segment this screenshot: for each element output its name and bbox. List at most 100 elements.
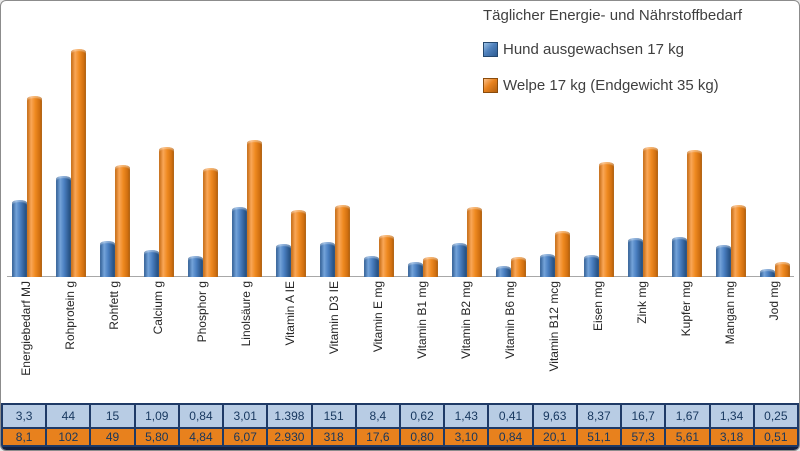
table-cell: 102	[47, 429, 92, 445]
bar-puppy	[555, 231, 570, 277]
bar-puppy	[115, 165, 130, 277]
category-label: Phosphor g	[195, 281, 209, 343]
table-cell: 0,84	[180, 405, 225, 427]
data-table: 3,3 44 15 1,09 0,84 3,01 1.398 151 8,4 0,62 1,43 0,…	[1, 403, 799, 450]
bar-adult-dog	[760, 269, 775, 277]
table-cell: 15	[91, 405, 136, 427]
legend-marker-orange-icon	[483, 78, 498, 93]
bar-puppy	[599, 162, 614, 277]
table-cell: 3,01	[224, 405, 269, 427]
table-cell: 16,7	[622, 405, 667, 427]
table-cell: 6,07	[224, 429, 269, 445]
bar-puppy	[511, 257, 526, 277]
table-cell: 17,6	[357, 429, 401, 445]
bar-adult-dog	[12, 200, 27, 277]
table-cell: 2.930	[268, 429, 313, 445]
table-cell: 1,34	[711, 405, 755, 427]
bar-puppy	[643, 147, 658, 277]
legend-label-puppy: Welpe 17 kg (Endgewicht 35 kg)	[503, 77, 719, 94]
bar-puppy	[159, 147, 174, 277]
category-label: Zink mg	[635, 281, 649, 324]
bar-adult-dog	[672, 237, 687, 277]
category-label: Rohprotein g	[63, 281, 77, 350]
table-cell: 8,4	[357, 405, 401, 427]
category-label: Jod mg	[767, 281, 781, 321]
bar-adult-dog	[320, 242, 335, 277]
bar-puppy	[687, 150, 702, 277]
bar-adult-dog	[452, 243, 467, 277]
table-cell: 57,3	[622, 429, 667, 445]
bar-adult-dog	[716, 245, 731, 277]
table-footer-strip	[3, 447, 799, 450]
bar-adult-dog	[364, 256, 379, 277]
title-and-legend: Täglicher Energie- und Nährstoffbedarf H…	[483, 7, 742, 113]
table-cell: 0,62	[401, 405, 446, 427]
bar-puppy	[467, 207, 482, 277]
bar-adult-dog	[628, 238, 643, 277]
category-label: Eisen mg	[591, 281, 605, 332]
category-label: Linolsäure g	[239, 281, 253, 347]
bar-puppy	[379, 235, 394, 277]
table-row-adult-dog: 3,3 44 15 1,09 0,84 3,01 1.398 151 8,4 0,62 1,43 0,…	[3, 405, 799, 429]
table-cell: 151	[313, 405, 357, 427]
category-label: Vitamin D3 IE	[327, 281, 341, 355]
table-cell: 0,41	[489, 405, 534, 427]
bar-puppy	[203, 168, 218, 277]
bar-puppy	[731, 205, 746, 277]
table-cell: 8,37	[578, 405, 623, 427]
bar-adult-dog	[232, 207, 247, 277]
table-cell: 1,67	[666, 405, 711, 427]
bar-adult-dog	[540, 254, 555, 277]
table-cell: 4,84	[180, 429, 225, 445]
category-label: Vitamin B12 mcg	[547, 281, 561, 372]
table-cell: 9,63	[534, 405, 578, 427]
category-label: Mangan mg	[723, 281, 737, 345]
x-axis-line	[7, 276, 794, 277]
bar-adult-dog	[188, 256, 203, 277]
table-cell: 3,3	[3, 405, 48, 427]
category-label: Vitamin E mg	[371, 281, 385, 353]
table-cell: 51,1	[578, 429, 623, 445]
bar-puppy	[247, 140, 262, 277]
table-cell: 0,51	[755, 429, 799, 445]
bar-puppy	[27, 96, 42, 277]
table-cell: 8,1	[3, 429, 48, 445]
table-cell: 1,43	[445, 405, 490, 427]
category-label: Vitamin A IE	[283, 281, 297, 346]
table-cell: 20,1	[534, 429, 578, 445]
table-cell: 44	[47, 405, 92, 427]
bar-adult-dog	[496, 266, 511, 277]
category-label: Vitamin B2 mg	[459, 281, 473, 359]
table-cell: 1.398	[268, 405, 313, 427]
table-cell: 0,25	[755, 405, 799, 427]
bar-puppy	[291, 210, 306, 277]
bar-puppy	[775, 262, 790, 277]
bar-puppy	[335, 205, 350, 277]
bar-adult-dog	[100, 241, 115, 277]
category-label: Vitamin B6 mg	[503, 281, 517, 359]
legend-marker-blue-icon	[483, 42, 498, 57]
category-label: Vitamin B1 mg	[415, 281, 429, 359]
table-cell: 318	[313, 429, 357, 445]
bar-adult-dog	[56, 176, 71, 277]
table-cell: 5,61	[666, 429, 711, 445]
bar-puppy	[423, 257, 438, 277]
bar-puppy	[71, 49, 86, 277]
bar-adult-dog	[276, 244, 291, 277]
legend-item-puppy: Welpe 17 kg (Endgewicht 35 kg)	[483, 77, 742, 94]
table-row-puppy: 8,1 102 49 5,80 4,84 6,07 2.930 318 17,6 0,80 3,10…	[3, 429, 799, 447]
category-label: Energiebedarf MJ	[19, 281, 33, 376]
category-label: Kupfer mg	[679, 281, 693, 337]
legend-label-adult-dog: Hund ausgewachsen 17 kg	[503, 41, 684, 58]
table-cell: 0,84	[489, 429, 534, 445]
table-cell: 3,18	[711, 429, 755, 445]
table-cell: 0,80	[401, 429, 446, 445]
table-cell: 1,09	[136, 405, 180, 427]
table-cell: 3,10	[445, 429, 490, 445]
legend-item-adult-dog: Hund ausgewachsen 17 kg	[483, 41, 742, 58]
chart-title: Täglicher Energie- und Nährstoffbedarf	[483, 7, 743, 24]
category-label: Calcium g	[151, 281, 165, 335]
table-cell: 5,80	[136, 429, 180, 445]
